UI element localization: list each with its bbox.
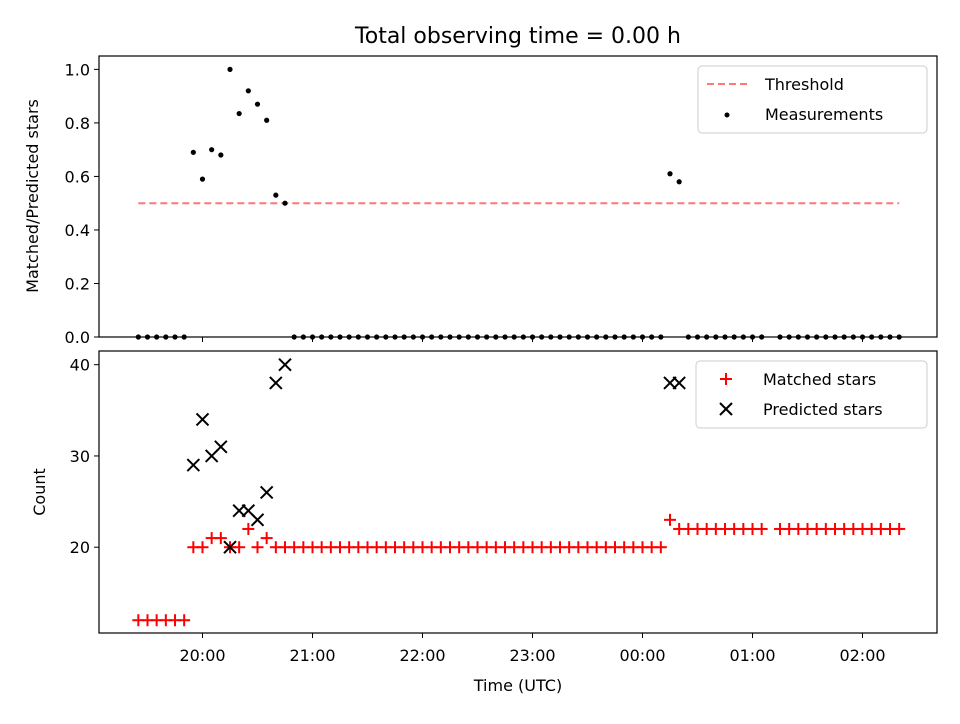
- bottom-legend-box: [695, 360, 928, 429]
- bottom-axes-frame: [98, 350, 938, 634]
- bottom-legend: Matched stars Predicted stars: [695, 360, 928, 429]
- matched-star-point: [196, 541, 209, 554]
- bottom-x-tick-label: 22:00: [399, 646, 445, 665]
- bottom-x-tick-label: 23:00: [509, 646, 555, 665]
- top-y-tick-label: 0.4: [65, 221, 90, 240]
- measurement-point: [236, 110, 242, 117]
- measurement-point: [190, 149, 196, 155]
- legend-matched-plus-icon: [720, 373, 732, 385]
- matched-star-point: [755, 522, 768, 535]
- predicted-star-point: [223, 540, 237, 554]
- top-y-tick-label: 0.8: [65, 114, 90, 133]
- legend-threshold-label: Threshold: [764, 75, 844, 94]
- measurement-point: [282, 200, 288, 206]
- bottom-y-tick-label: 20: [70, 538, 90, 557]
- measurement-point: [245, 88, 251, 94]
- matched-star-point: [214, 532, 227, 545]
- predicted-star-point: [214, 440, 228, 454]
- bottom-y-axis-label: Count: [30, 468, 49, 516]
- legend-measurements-dot-icon: [724, 112, 730, 118]
- predicted-star-point: [259, 485, 274, 500]
- chart-title: Total observing time = 0.00 h: [354, 24, 681, 49]
- bottom-x-tick-label: 00:00: [619, 646, 665, 665]
- predicted-star-point: [278, 357, 292, 372]
- measurement-point: [227, 66, 233, 72]
- top-y-axis-label: Matched/Predicted stars: [23, 99, 42, 293]
- matched-star-point: [242, 522, 255, 535]
- predicted-star-point: [672, 376, 686, 390]
- top-y-tick-label: 1.0: [65, 60, 90, 79]
- top-plot-marks: [135, 66, 902, 340]
- top-y-tick-label: 0.2: [65, 274, 90, 293]
- top-x-ticks: [202, 337, 863, 342]
- legend-predicted-x-icon: [719, 402, 733, 416]
- predicted-star-point: [250, 513, 265, 527]
- matched-star-point: [233, 541, 246, 554]
- x-axis-label: Time (UTC): [473, 676, 562, 695]
- predicted-star-point: [186, 458, 201, 472]
- bottom-panel: 20 30 40 20:00 21:00 22:00 23:00 00:00 01:00 02:…: [30, 350, 938, 695]
- legend-measurements-label: Measurements: [765, 105, 883, 124]
- bottom-y-tick-label: 40: [70, 356, 90, 375]
- predicted-star-point: [269, 376, 283, 390]
- measurement-point: [209, 147, 215, 153]
- matched-star-point: [260, 532, 273, 545]
- top-legend-box: [697, 65, 928, 134]
- top-y-tick-label: 0.6: [65, 167, 90, 186]
- bottom-x-tick-label: 02:00: [839, 646, 885, 665]
- top-y-tick-label: 0.0: [65, 328, 90, 347]
- matched-star-point: [178, 614, 191, 627]
- measurement-point: [676, 179, 682, 185]
- top-panel: Total observing time = 0.00 h 0.00.20.40…: [23, 24, 938, 347]
- measurement-point: [199, 176, 206, 182]
- measurement-point: [273, 192, 279, 198]
- measurement-point: [264, 117, 270, 123]
- bottom-y-ticks: 20 30 40: [70, 356, 99, 557]
- bottom-y-tick-label: 30: [70, 447, 90, 466]
- measurement-point: [218, 152, 224, 158]
- measurement-point: [254, 101, 261, 107]
- matched-star-point: [251, 541, 264, 554]
- matched-star-point: [664, 513, 676, 526]
- legend-matched-label: Matched stars: [763, 370, 876, 389]
- bottom-x-tick-label: 20:00: [179, 646, 225, 665]
- bottom-x-tick-label: 21:00: [289, 646, 335, 665]
- top-legend: Threshold Measurements: [697, 65, 928, 134]
- bottom-x-tick-label: 01:00: [729, 646, 775, 665]
- matched-star-point: [893, 522, 906, 535]
- top-y-ticks: 0.0 0.2 0.4 0.6 0.8 1.0: [65, 60, 99, 347]
- measurement-point: [667, 171, 673, 177]
- top-axes-frame: [98, 55, 938, 338]
- legend-predicted-label: Predicted stars: [763, 400, 883, 419]
- predicted-star-point: [195, 412, 210, 427]
- matched-star-point: [654, 541, 667, 554]
- bottom-plot-marks: [132, 357, 906, 627]
- bottom-x-ticks: 20:00 21:00 22:00 23:00 00:00 01:00 02:00: [179, 633, 886, 665]
